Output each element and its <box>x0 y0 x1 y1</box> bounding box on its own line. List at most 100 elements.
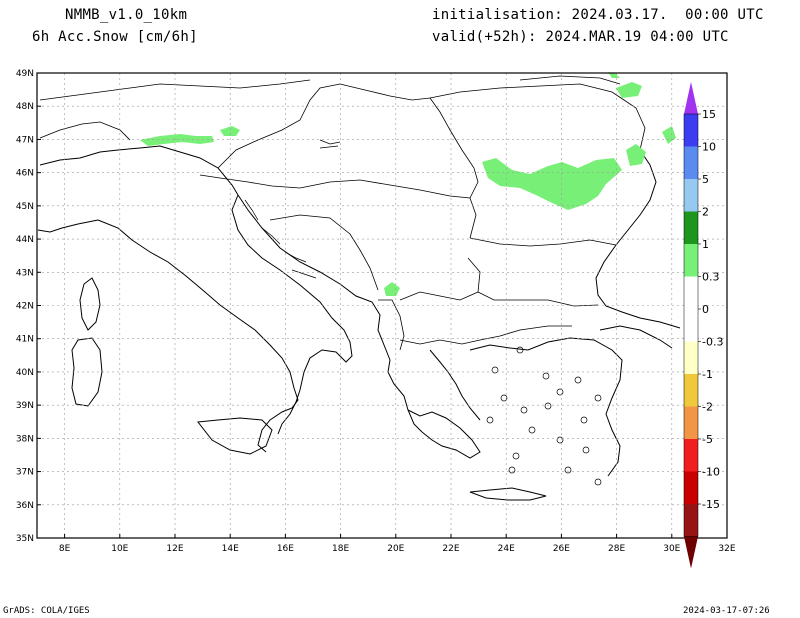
lon-label: 12E <box>166 544 183 554</box>
lat-label: 35N <box>16 534 34 544</box>
colorbar-label: 2 <box>702 206 709 219</box>
lat-label: 38N <box>16 434 34 444</box>
colorbar-label: -15 <box>702 498 720 511</box>
snow-patch-3 <box>482 158 622 210</box>
colorbar-label: 5 <box>702 173 709 186</box>
balkan-coast <box>237 194 423 433</box>
colorbar-segment <box>684 471 698 504</box>
border-greece-north <box>399 325 572 345</box>
lat-label: 47N <box>16 135 34 145</box>
country-borders <box>39 75 646 351</box>
colorbar-segment <box>684 244 698 277</box>
colorbar-segment <box>684 439 698 472</box>
lon-label: 30E <box>663 544 680 554</box>
initialisation-time: initialisation: 2024.03.17. 00:00 UTC <box>432 7 764 23</box>
lon-label: 22E <box>442 544 459 554</box>
lat-label: 36N <box>16 501 34 511</box>
colorbar-segment <box>684 309 698 342</box>
sardinia <box>71 337 103 407</box>
snow-patch-7 <box>384 282 400 296</box>
lon-label: 24E <box>498 544 515 554</box>
footer-software: GrADS: COLA/IGES <box>3 606 90 616</box>
colorbar-label: 15 <box>702 108 716 121</box>
lon-label: 32E <box>718 544 735 554</box>
colorbar-label: -1 <box>702 368 713 381</box>
marmara <box>599 325 673 349</box>
italy-east-coast <box>231 194 353 391</box>
sicily <box>197 417 273 455</box>
colorbar-label: 1 <box>702 238 709 251</box>
border-hungary-romania <box>429 97 479 199</box>
black-sea-coast <box>595 149 681 329</box>
colorbar-segment <box>684 179 698 212</box>
colorbar-bottom-arrow <box>684 536 698 569</box>
model-name: NMMB_v1.0_10km <box>65 7 188 23</box>
snow-patch-5 <box>626 144 646 166</box>
axis-ticks: 49N 48N 47N 46N 45N 44N 43N 42N 41N 40N 39N 38N 37N 3… <box>16 69 736 554</box>
colorbar-segment <box>684 374 698 407</box>
lon-label: 8E <box>59 544 71 554</box>
greece-east-coast <box>429 349 481 421</box>
colorbar: 15 10 5 2 1 0.3 0 -0.3 -1 -2 -5 -10 -15 <box>683 82 723 569</box>
lat-label: 40N <box>16 368 34 378</box>
border-ukraine <box>519 75 621 85</box>
graticule <box>37 73 727 538</box>
border-bulgaria-north <box>469 237 617 247</box>
border-north-macedonia <box>399 291 479 301</box>
colorbar-label: 0.3 <box>702 271 720 284</box>
lat-label: 43N <box>16 268 34 278</box>
lon-label: 10E <box>111 544 128 554</box>
lon-label: 16E <box>277 544 294 554</box>
border-bulgaria-south <box>467 257 599 307</box>
colorbar-segment <box>684 211 698 244</box>
border-serbia <box>299 179 477 239</box>
crete <box>469 487 547 501</box>
calabria <box>277 389 301 435</box>
alps-border <box>39 145 239 196</box>
snow-patch-6 <box>662 126 676 144</box>
greece-south <box>407 409 481 459</box>
colorbar-label: -0.3 <box>702 336 723 349</box>
colorbar-top-arrow <box>684 82 698 114</box>
colorbar-label: -10 <box>702 466 720 479</box>
lon-label: 20E <box>387 544 404 554</box>
lon-label: 28E <box>608 544 625 554</box>
colorbar-segment <box>684 504 698 537</box>
lat-label: 49N <box>16 69 34 79</box>
border-slovenia-croatia <box>199 174 301 189</box>
lon-label: 26E <box>553 544 570 554</box>
border-germany <box>39 79 311 101</box>
border-austria-hungary <box>217 83 431 169</box>
coastlines <box>37 145 681 501</box>
colorbar-label: 0 <box>702 303 709 316</box>
corsica <box>79 277 101 331</box>
valid-time: valid(+52h): 2024.MAR.19 04:00 UTC <box>432 29 729 45</box>
lat-label: 45N <box>16 202 34 212</box>
colorbar-label: -2 <box>702 401 713 414</box>
snow-patches <box>140 72 676 296</box>
lat-label: 48N <box>16 102 34 112</box>
adriatic-islands <box>244 139 341 279</box>
border-switzerland <box>39 121 131 141</box>
colorbar-segment <box>684 114 698 147</box>
footer-timestamp: 2024-03-17-07:26 <box>683 606 770 616</box>
lat-label: 37N <box>16 468 34 478</box>
snow-patch-2 <box>220 126 240 136</box>
lat-label: 46N <box>16 169 34 179</box>
lat-label: 39N <box>16 401 34 411</box>
italy-west-coast <box>97 219 299 453</box>
border-romania-north <box>429 83 646 151</box>
lon-label: 18E <box>332 544 349 554</box>
colorbar-segment <box>684 276 698 309</box>
snow-patch-1 <box>140 134 214 146</box>
lat-label: 41N <box>16 335 34 345</box>
lon-label: 14E <box>222 544 239 554</box>
snow-patch-4 <box>616 82 642 98</box>
france-coast <box>37 219 99 233</box>
lat-label: 44N <box>16 235 34 245</box>
aegean-islands <box>486 346 602 486</box>
border-albania <box>378 299 405 351</box>
colorbar-segment <box>684 146 698 179</box>
lat-label: 42N <box>16 302 34 312</box>
